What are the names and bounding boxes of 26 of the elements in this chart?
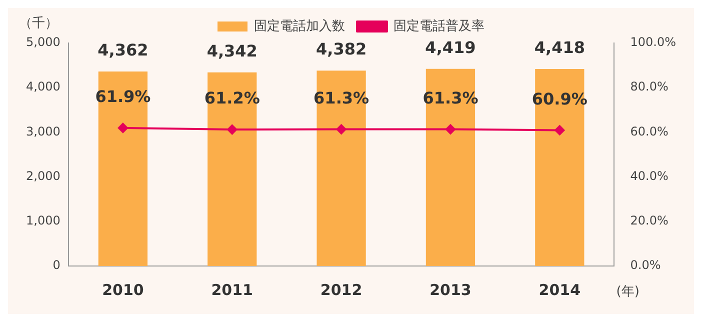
x-tick-label: 2012 bbox=[320, 280, 362, 299]
y2-tick-label: 20.0% bbox=[630, 214, 668, 228]
x-axis-title: (年) bbox=[616, 284, 640, 300]
data-label: 4,342 bbox=[206, 42, 258, 61]
data-label: 4,419 bbox=[425, 38, 476, 58]
x-tick-label: 2010 bbox=[102, 280, 144, 299]
x-tick-label: 2014 bbox=[538, 280, 581, 299]
legend-label: 固定電話加入数 bbox=[254, 18, 345, 34]
y2-tick-label: 80.0% bbox=[630, 80, 668, 94]
y2-tick-label: 0.0% bbox=[630, 258, 661, 272]
y-axis-title: （千） bbox=[18, 16, 58, 31]
y-tick-label: 5,000 bbox=[26, 35, 60, 50]
y-tick-label: 2,000 bbox=[26, 168, 60, 183]
y2-tick-label: 40.0% bbox=[630, 168, 668, 183]
x-tick-label: 2013 bbox=[430, 280, 472, 299]
data-label: 4,382 bbox=[316, 40, 367, 59]
x-tick-label: 2011 bbox=[211, 280, 253, 299]
data-label: 4,418 bbox=[534, 38, 585, 58]
y-tick-label: 1,000 bbox=[26, 214, 60, 228]
y-tick-label: 0 bbox=[52, 258, 60, 272]
y2-tick-label: 100.0% bbox=[630, 35, 676, 50]
y2-tick-label: 60.0% bbox=[630, 124, 668, 138]
legend-label: 固定電話普及率 bbox=[394, 18, 484, 34]
y-tick-label: 4,000 bbox=[26, 80, 60, 94]
y-tick-label: 3,000 bbox=[26, 124, 60, 138]
data-label: 4,362 bbox=[98, 40, 148, 60]
